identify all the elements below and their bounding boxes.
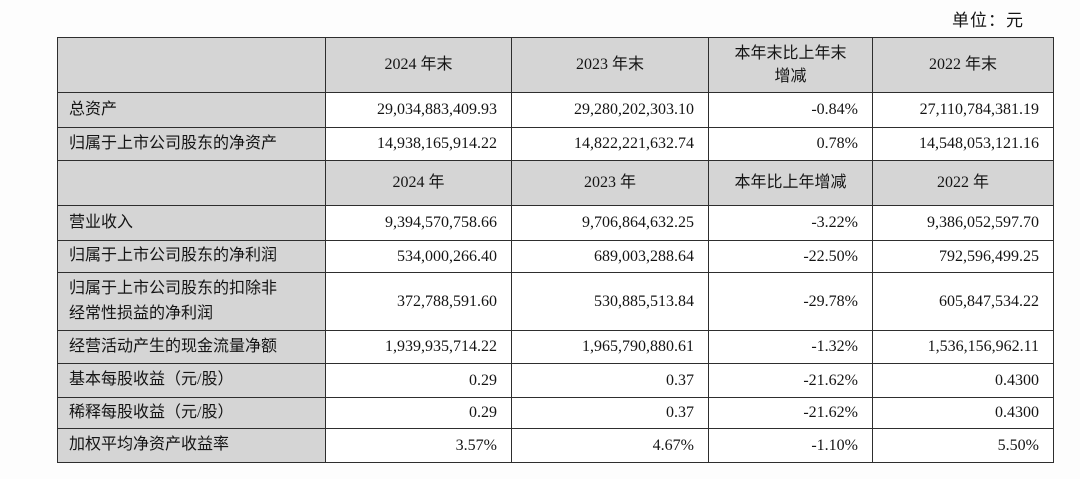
value-cell: 0.37 — [511, 363, 709, 398]
value-cell: 4.67% — [511, 428, 709, 463]
value-cell: -22.50% — [708, 240, 873, 273]
row-label-cell: 归属于上市公司股东的净利润 — [57, 240, 326, 273]
value-cell: 9,706,864,632.25 — [511, 205, 709, 241]
value-cell: 530,885,513.84 — [511, 272, 709, 331]
value-cell: -21.62% — [708, 397, 873, 429]
value-cell: 14,938,165,914.22 — [325, 127, 512, 161]
value-cell: 29,280,202,303.10 — [511, 92, 709, 128]
value-cell: 14,822,221,632.74 — [511, 127, 709, 161]
header-cell-2024-year-end: 2024 年末 — [325, 37, 512, 93]
header-cell-2024: 2024 年 — [325, 160, 512, 206]
header-cell-2022: 2022 年 — [872, 160, 1054, 206]
value-cell: 689,003,288.64 — [511, 240, 709, 273]
value-cell: 605,847,534.22 — [872, 272, 1054, 331]
table-row-weighted-avg-roe: 加权平均净资产收益率 3.57% 4.67% -1.10% 5.50% — [57, 428, 1054, 463]
value-cell: 0.37 — [511, 397, 709, 429]
value-cell: 0.29 — [325, 363, 512, 398]
value-cell: 0.29 — [325, 397, 512, 429]
value-cell: 1,536,156,962.11 — [872, 330, 1054, 364]
table-row-diluted-eps: 稀释每股收益（元/股） 0.29 0.37 -21.62% 0.4300 — [57, 397, 1054, 429]
value-cell: 0.4300 — [872, 397, 1054, 429]
value-cell: 9,386,052,597.70 — [872, 205, 1054, 241]
table-row-total-assets: 总资产 29,034,883,409.93 29,280,202,303.10 … — [57, 92, 1054, 128]
value-cell: 5.50% — [872, 428, 1054, 463]
value-cell: 0.78% — [708, 127, 873, 161]
table-row-revenue: 营业收入 9,394,570,758.66 9,706,864,632.25 -… — [57, 205, 1054, 241]
row-label-cell: 加权平均净资产收益率 — [57, 428, 326, 463]
table-row-net-assets: 归属于上市公司股东的净资产 14,938,165,914.22 14,822,2… — [57, 127, 1054, 161]
value-cell: -1.32% — [708, 330, 873, 364]
value-cell: 1,965,790,880.61 — [511, 330, 709, 364]
row-label-cell: 经营活动产生的现金流量净额 — [57, 330, 326, 364]
value-cell: 3.57% — [325, 428, 512, 463]
header-cell-yoy-change: 本年比上年增减 — [708, 160, 873, 206]
value-cell: -3.22% — [708, 205, 873, 241]
header-cell-2023-year-end: 2023 年末 — [511, 37, 709, 93]
header-cell-2023: 2023 年 — [511, 160, 709, 206]
value-cell: -1.10% — [708, 428, 873, 463]
value-cell: 27,110,784,381.19 — [872, 92, 1054, 128]
value-cell: -0.84% — [708, 92, 873, 128]
row-label-cell: 归属于上市公司股东的扣除非 经常性损益的净利润 — [57, 272, 326, 331]
table-row-basic-eps: 基本每股收益（元/股） 0.29 0.37 -21.62% 0.4300 — [57, 363, 1054, 398]
row-label-cell: 营业收入 — [57, 205, 326, 241]
header-label-cell — [57, 37, 326, 93]
value-cell: 534,000,266.40 — [325, 240, 512, 273]
row-label-cell: 基本每股收益（元/股） — [57, 363, 326, 398]
value-cell: -21.62% — [708, 363, 873, 398]
value-cell: 0.4300 — [872, 363, 1054, 398]
value-cell: -29.78% — [708, 272, 873, 331]
table-row-net-profit: 归属于上市公司股东的净利润 534,000,266.40 689,003,288… — [57, 240, 1054, 273]
value-cell: 1,939,935,714.22 — [325, 330, 512, 364]
value-cell: 29,034,883,409.93 — [325, 92, 512, 128]
header-cell-yoy-change-year-end: 本年末比上年末 增减 — [708, 37, 873, 93]
header-label-cell — [57, 160, 326, 206]
value-cell: 792,596,499.25 — [872, 240, 1054, 273]
value-cell: 372,788,591.60 — [325, 272, 512, 331]
value-cell: 9,394,570,758.66 — [325, 205, 512, 241]
financial-summary-table-wrapper: 2024 年末 2023 年末 本年末比上年末 增减 2022 年末 总资产 2… — [57, 37, 1054, 463]
table-row-net-profit-excl-nonrecurring: 归属于上市公司股东的扣除非 经常性损益的净利润 372,788,591.60 5… — [57, 272, 1054, 331]
table-header-row-year: 2024 年 2023 年 本年比上年增减 2022 年 — [57, 160, 1054, 206]
unit-label: 单位：元 — [952, 11, 1024, 30]
header-cell-2022-year-end: 2022 年末 — [872, 37, 1054, 93]
value-cell: 14,548,053,121.16 — [872, 127, 1054, 161]
table-header-row-year-end: 2024 年末 2023 年末 本年末比上年末 增减 2022 年末 — [57, 37, 1054, 93]
row-label-cell: 总资产 — [57, 92, 326, 128]
row-label-cell: 归属于上市公司股东的净资产 — [57, 127, 326, 161]
row-label-cell: 稀释每股收益（元/股） — [57, 397, 326, 429]
financial-summary-table: 2024 年末 2023 年末 本年末比上年末 增减 2022 年末 总资产 2… — [57, 37, 1054, 463]
table-row-operating-cash-flow: 经营活动产生的现金流量净额 1,939,935,714.22 1,965,790… — [57, 330, 1054, 364]
